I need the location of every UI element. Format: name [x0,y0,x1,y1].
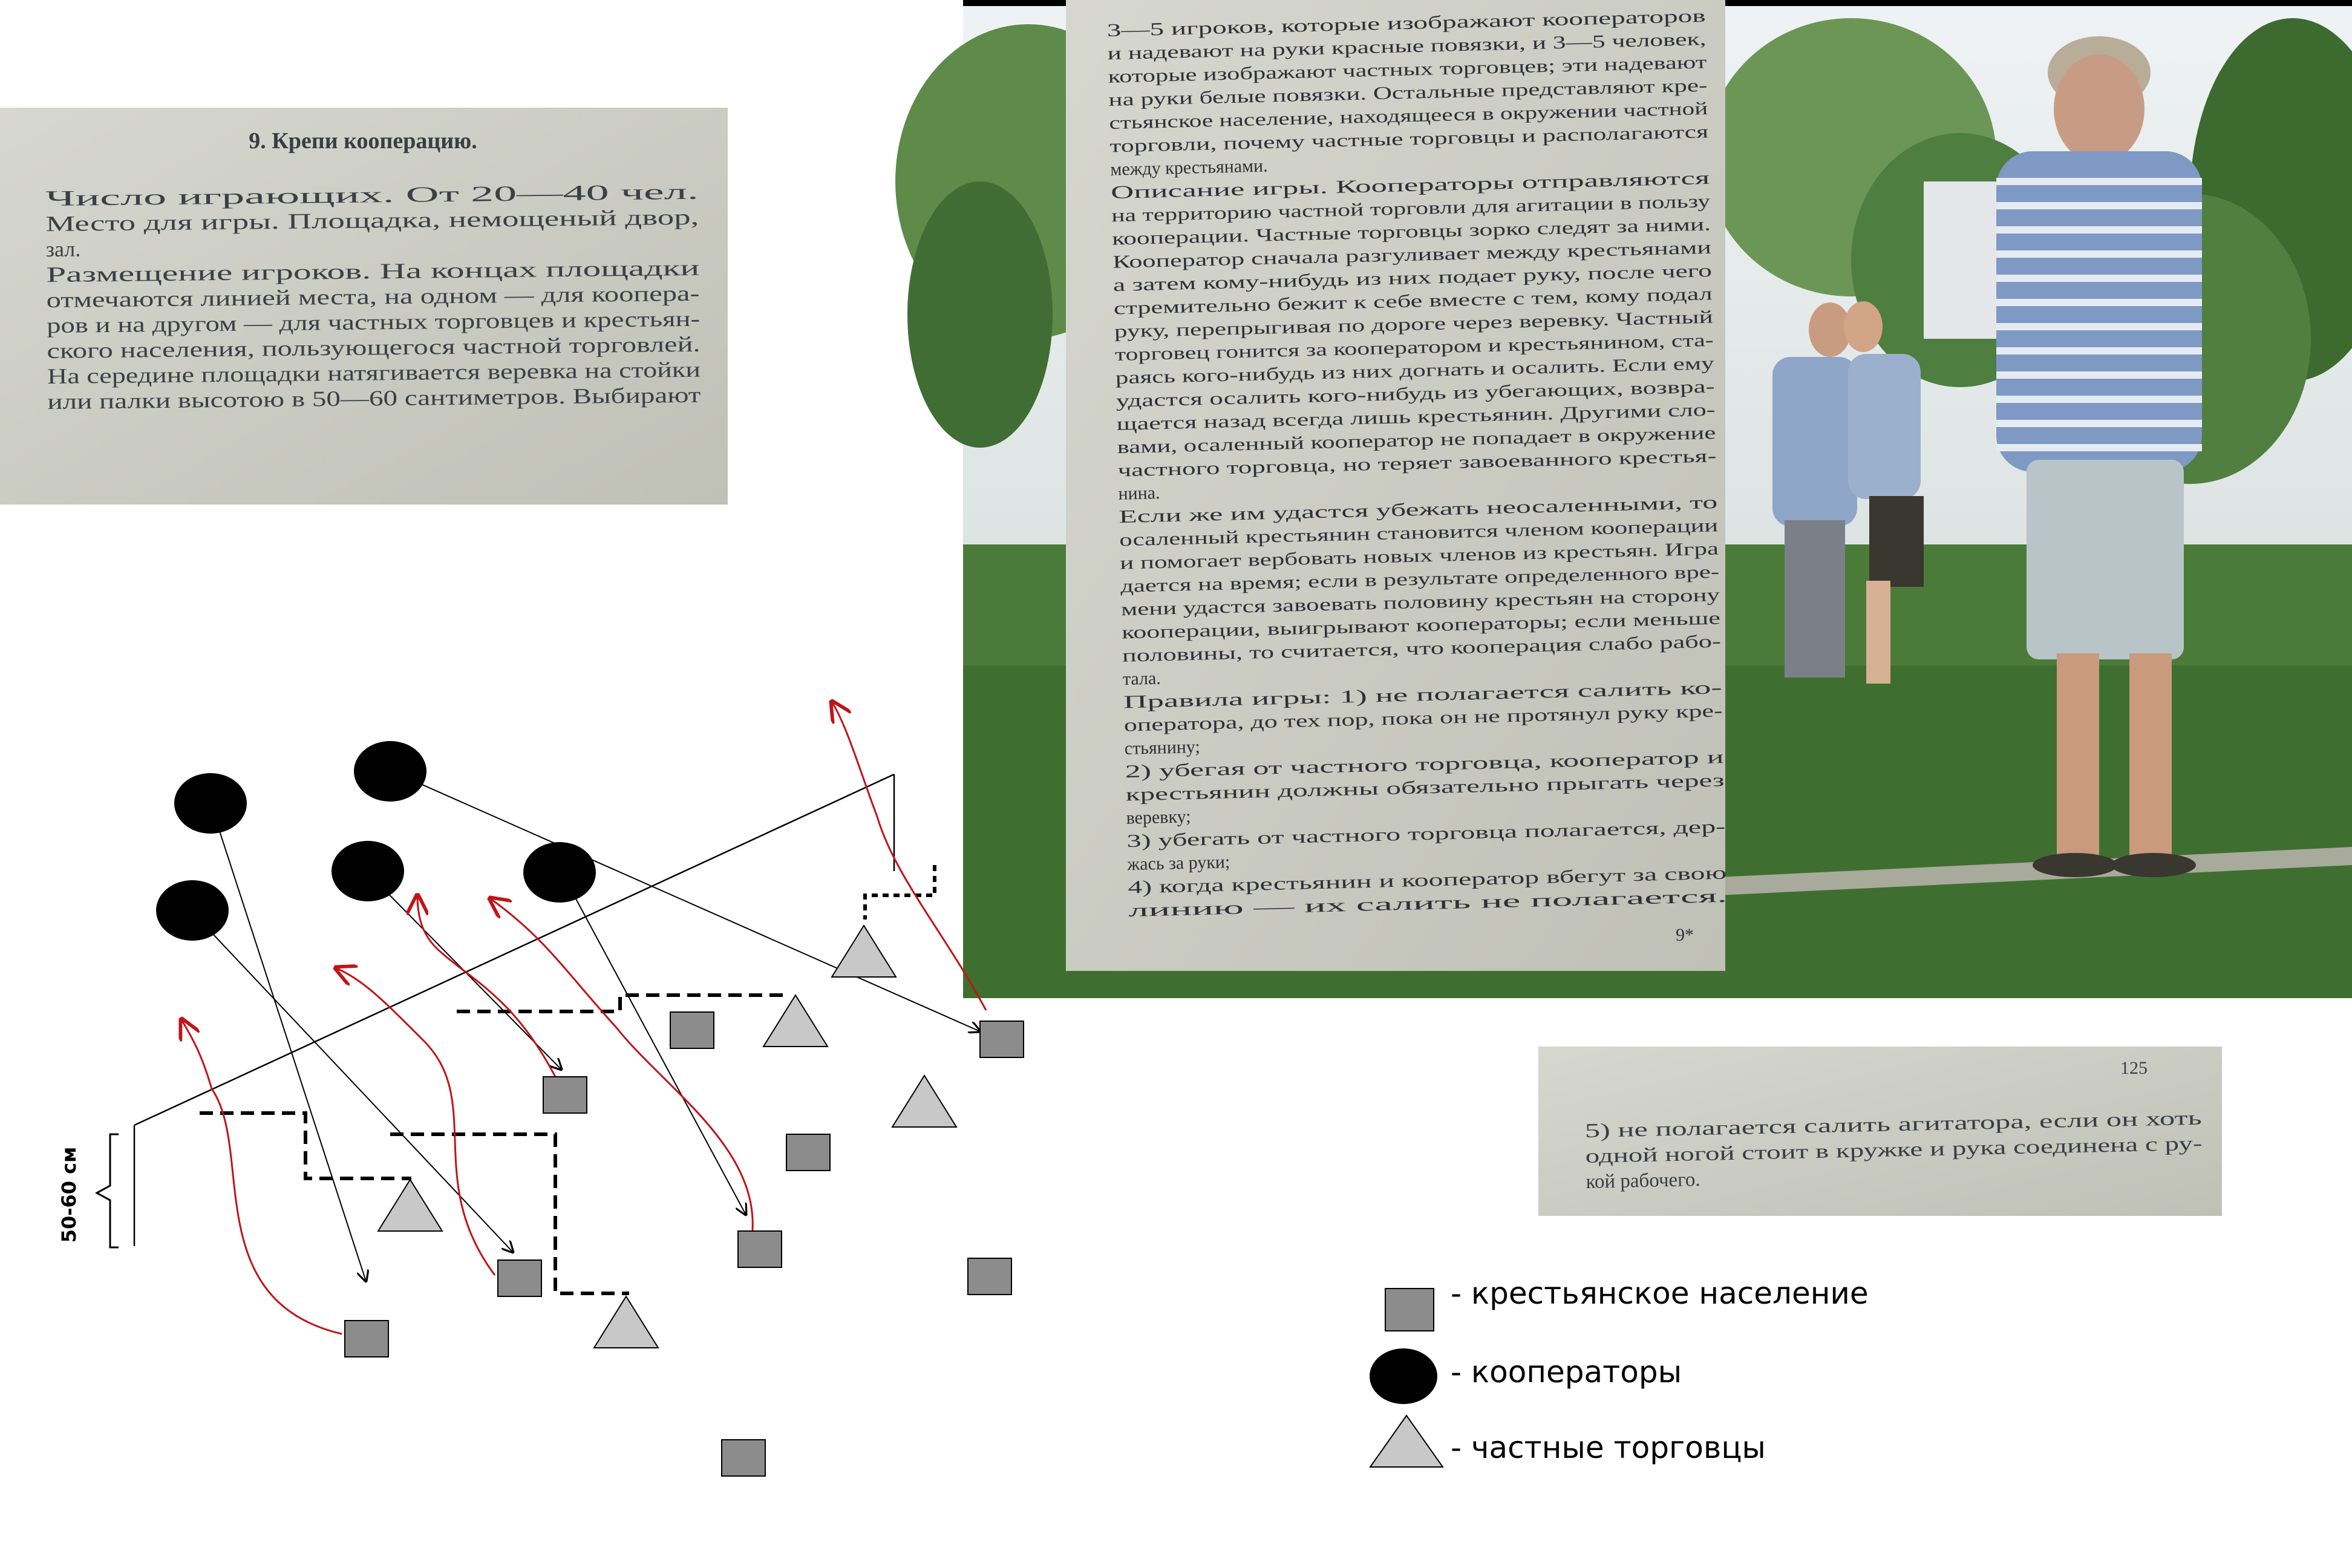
boundary-dashed-2 [390,1132,629,1295]
trader-triangle [762,994,829,1047]
people-in-park [1772,36,2202,877]
excerpt-page-number: 125 [2120,1058,2148,1078]
book-page-lines: 3—5 игроков, которые изображают кооперат… [1106,6,1727,921]
legend-triangle-icon [1369,1414,1444,1468]
cooperator-circle [156,880,229,941]
game-diagram: 50-60 см [57,702,1024,1477]
book-text-line: тала. [1123,668,1161,690]
boundary-dashed-3 [457,993,786,1013]
peasant-square [721,1439,766,1477]
photo-collage: 3—5 игроков, которые изображают кооперат… [895,0,2352,998]
cooperator-circle [174,773,247,834]
book-text-line: нина. [1118,483,1160,504]
rope-line [134,773,895,1126]
cooperators [156,741,596,941]
legend: - крестьянское население - кооператоры -… [1369,1276,1869,1468]
private-traders [377,924,958,1348]
height-bracket [94,1133,119,1249]
peasant-square [786,1134,831,1171]
paper-background [0,108,728,505]
book-excerpt-bottom-right: 125 5) не полагается салить агитатора, е… [1538,1047,2222,1216]
book-page-number: 9* [1676,925,1694,945]
peasant-square [979,1021,1024,1058]
book-text-line: между крестьянами. [1110,155,1268,179]
book-text-line: жась за руки; [1126,852,1230,874]
shorts [2027,460,2184,659]
book-text-line: кой рабочего. [1586,1169,1700,1193]
legend-circle-icon [1370,1348,1437,1404]
paper-background [1538,1047,2222,1216]
book-text-line: стьянину; [1124,737,1200,759]
height-label: 50-60 см [57,1147,80,1243]
cooperator-circle [332,841,404,901]
legend-square-icon [1385,1288,1434,1331]
excerpt-lines: Число играющих. От 20—40 чел.Место для и… [45,180,701,414]
legend-label-peasants: - крестьянское население [1451,1276,1869,1311]
path [1718,847,2352,895]
boundary-dotted [863,865,936,920]
trader-triangle [831,924,897,978]
peasant-square [497,1259,542,1297]
peasant-square [344,1320,389,1357]
boundary-lines [200,993,786,1295]
peasant-square [670,1011,714,1049]
book-page [1066,0,1725,971]
legend-label-cooperators: - кооператоры [1451,1354,1682,1390]
book-text-line: веревку; [1126,806,1191,828]
peasant-square [737,1230,782,1268]
peasants [344,1011,1024,1477]
rope [133,773,895,1246]
peasant-square [967,1258,1012,1295]
trader-triangle [377,1178,443,1232]
book-text-line: зал. [46,237,81,261]
trader-triangle [593,1295,659,1348]
cooperator-circle [354,741,426,802]
boundary-dashed-1 [200,1111,411,1180]
excerpt-heading: 9. Крепи кооперацию. [249,128,477,154]
cooperator-paths [192,771,980,1281]
escape-paths [181,702,987,1335]
trader-triangle [891,1074,958,1128]
peasant-square [543,1076,587,1114]
legend-label-traders: - частные торговцы [1451,1430,1766,1465]
book-excerpt-top-left: 9. Крепи кооперацию. Число играющих. От … [0,108,728,505]
cooperator-circle [523,842,596,903]
